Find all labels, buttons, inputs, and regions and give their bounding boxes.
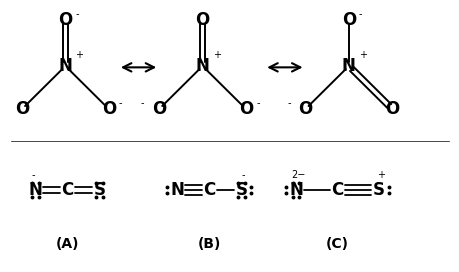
Text: O: O [195, 11, 209, 29]
Text: N: N [28, 181, 43, 199]
Text: C: C [62, 181, 73, 199]
Text: C: C [203, 181, 215, 199]
Text: N: N [58, 57, 72, 75]
Text: C: C [330, 181, 343, 199]
Text: -: - [141, 98, 144, 108]
Text: -: - [358, 9, 362, 19]
Text: 2−: 2− [291, 170, 305, 180]
Text: -: - [118, 98, 122, 108]
Text: -: - [256, 98, 259, 108]
Text: -: - [75, 9, 79, 19]
Text: -: - [241, 170, 245, 180]
Text: O: O [298, 100, 312, 118]
Text: N: N [341, 57, 355, 75]
Text: O: O [238, 100, 252, 118]
Text: (A): (A) [56, 237, 79, 251]
Text: (B): (B) [197, 237, 221, 251]
Text: +: + [358, 50, 366, 60]
Text: N: N [195, 57, 209, 75]
Text: +: + [75, 50, 83, 60]
Text: O: O [101, 100, 116, 118]
Text: +: + [212, 50, 220, 60]
Text: O: O [341, 11, 355, 29]
Text: -: - [287, 98, 290, 108]
Text: N: N [289, 181, 302, 199]
Text: O: O [151, 100, 166, 118]
Text: N: N [170, 181, 184, 199]
Text: S: S [372, 181, 384, 199]
Text: O: O [58, 11, 73, 29]
Text: +: + [376, 170, 384, 180]
Text: (C): (C) [325, 237, 348, 251]
Text: S: S [94, 181, 106, 199]
Text: S: S [235, 181, 247, 199]
Text: O: O [384, 100, 398, 118]
Text: O: O [15, 100, 29, 118]
Text: -: - [32, 170, 35, 180]
